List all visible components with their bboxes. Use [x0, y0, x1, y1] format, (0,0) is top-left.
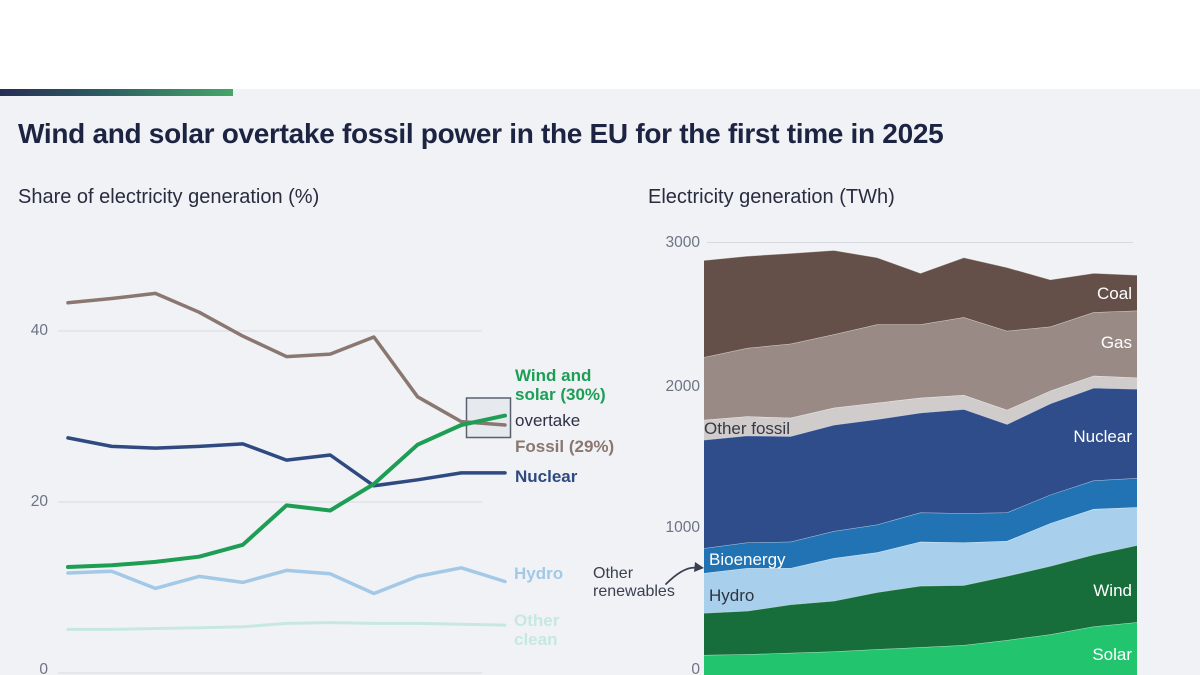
right-chart-title: Electricity generation (TWh) [648, 186, 895, 208]
fossil-line [66, 291, 507, 427]
other-clean-label-line2: clean [514, 630, 558, 649]
right-ytick-0: 0 [691, 661, 700, 675]
solar-area [704, 622, 1137, 675]
bioenergy-area [704, 478, 1137, 574]
hydro-line [66, 566, 507, 596]
left-ytick-20: 20 [30, 493, 48, 510]
hydro-label: Hydro [514, 564, 564, 583]
nuclear-band-label: Nuclear [1073, 427, 1132, 446]
solar-band-label: Solar [1092, 645, 1132, 664]
right-ytick-1000: 1000 [665, 519, 700, 536]
wind-solar-label-line2: solar (30%) [515, 385, 606, 404]
fossil-label: Fossil (29%) [515, 437, 615, 456]
nuclear-label: Nuclear [515, 467, 578, 486]
wind-band-label: Wind [1093, 581, 1132, 600]
hydro-area [704, 507, 1137, 613]
nuclear-area [704, 387, 1137, 549]
right-ytick-2000: 2000 [665, 378, 700, 395]
coal-area [704, 250, 1137, 358]
bioenergy-band-label: Bioenergy [709, 550, 786, 569]
other-renewables-arrowhead [694, 562, 704, 572]
top-strip [0, 0, 1200, 89]
left-ytick-40: 40 [30, 322, 48, 339]
gas-area [704, 310, 1137, 420]
other-fossil-area [704, 375, 1137, 440]
wind-solar-label-line1: Wind and [515, 366, 592, 385]
accent-bar [0, 89, 233, 96]
wind-solar-label: Wind and solar (30%) [515, 366, 606, 404]
other-renewables-label: Other renewables [593, 565, 675, 601]
coal-area-edge [703, 249, 1138, 281]
wind-and-solar-line [66, 413, 507, 569]
other-renewables-label-line1: Other [593, 565, 634, 582]
wind-area [704, 545, 1137, 655]
gas-band-label: Gas [1100, 333, 1132, 352]
other-clean-line [66, 621, 507, 631]
other-clean-label-line1: Other [514, 611, 560, 630]
other-fossil-band-label: Other fossil [704, 419, 790, 438]
left-ytick-0: 0 [39, 661, 48, 675]
hydro-band-label: Hydro [709, 586, 755, 605]
right-ytick-3000: 3000 [665, 234, 700, 251]
left-chart-title: Share of electricity generation (%) [18, 186, 320, 208]
nuclear-line [66, 436, 507, 488]
overtake-label: overtake [515, 411, 581, 430]
other-clean-label: Other clean [514, 611, 559, 649]
page-title: Wind and solar overtake fossil power in … [18, 118, 944, 149]
coal-band-label: Coal [1097, 284, 1132, 303]
other-renewables-label-line2: renewables [593, 583, 675, 600]
